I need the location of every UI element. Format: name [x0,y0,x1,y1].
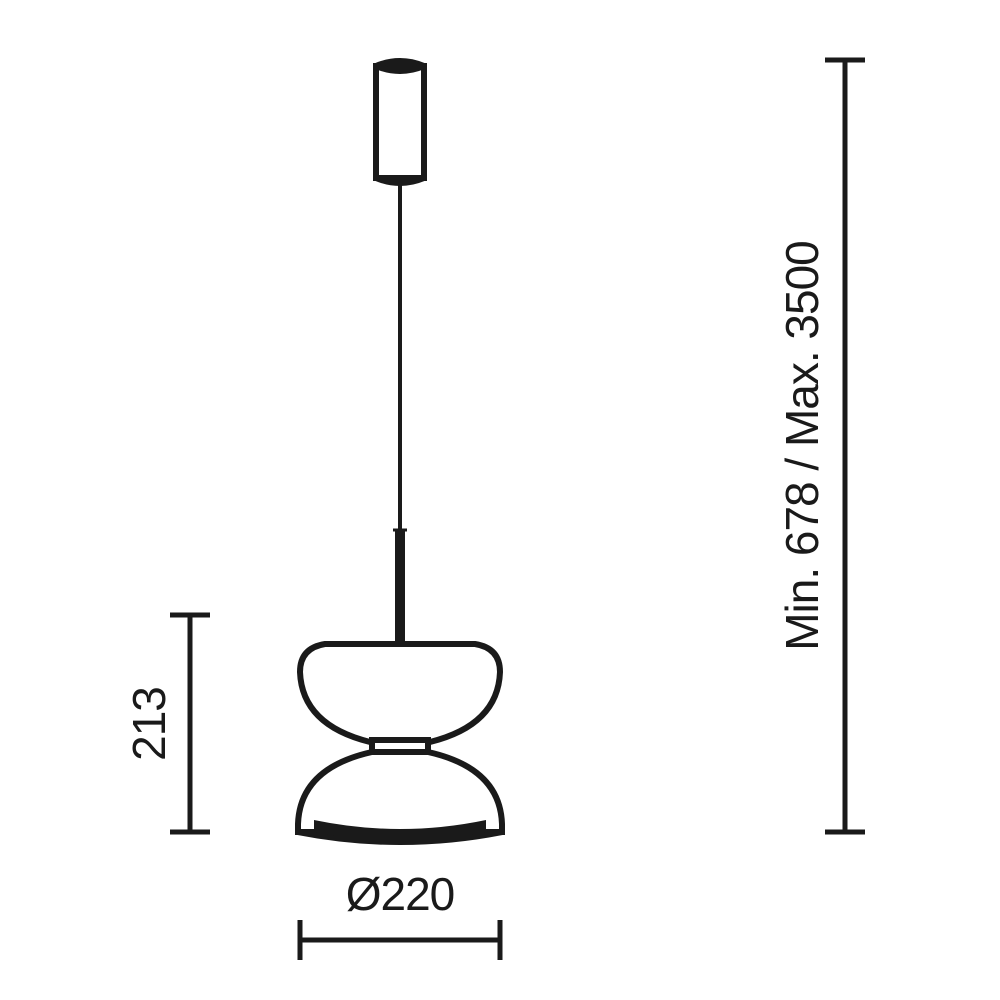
rod [393,530,407,655]
total-height-label: Min. 678 / Max. 3500 [776,241,828,651]
lamp-shade [298,644,502,842]
pendant-lamp-diagram: 213 Ø220 Min. 678 / Max. 3500 [0,0,1000,1000]
dimension-shade-height: 213 [123,615,210,832]
shade-height-label: 213 [123,687,175,761]
diameter-label: Ø220 [346,868,455,920]
dimension-total-height: Min. 678 / Max. 3500 [776,60,865,832]
canopy [376,61,424,183]
dimension-diameter: Ø220 [300,868,500,960]
